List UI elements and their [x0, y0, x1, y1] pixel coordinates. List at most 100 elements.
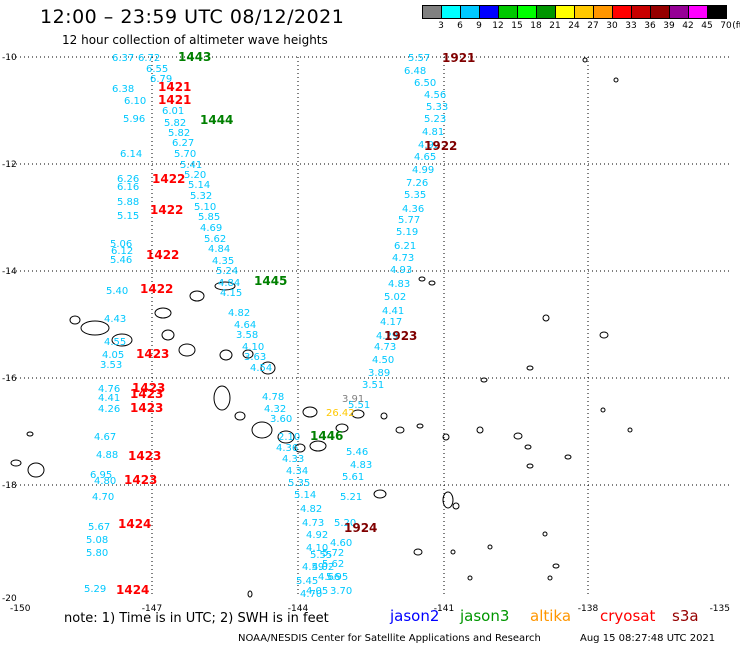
island-outline — [547, 575, 553, 581]
wave-height-label: 5.85 — [198, 212, 220, 223]
island-outline — [213, 385, 231, 411]
island-outline — [452, 502, 460, 510]
island-outline — [373, 489, 387, 499]
island-outline — [27, 462, 45, 478]
wave-height-label: 4.81 — [422, 127, 444, 138]
wave-height-label: 4.64 — [234, 320, 256, 331]
island-outline — [351, 409, 365, 419]
island-outline — [418, 276, 426, 282]
wave-height-label: 5.62 — [204, 234, 226, 245]
wave-height-label: 7.26 — [406, 178, 428, 189]
island-outline — [154, 307, 172, 319]
wave-height-label: 4.17 — [380, 317, 402, 328]
wave-height-label: 5.21 — [340, 492, 362, 503]
wave-height-label: 5.82 — [164, 118, 186, 129]
island-outline — [294, 443, 306, 453]
island-outline — [442, 433, 450, 441]
wave-height-label: 4.43 — [104, 314, 126, 325]
wave-height-label: 5.08 — [86, 535, 108, 546]
wave-height-label: 5.46 — [110, 255, 132, 266]
wave-height-label: 4.54 — [250, 363, 272, 374]
wave-height-label: 5.32 — [190, 191, 212, 202]
colorbar-label: 24 — [568, 21, 580, 31]
wave-height-label: 4.83 — [388, 279, 410, 290]
wave-height-label: 4.82 — [228, 308, 250, 319]
wave-height-label: 3.70 — [330, 586, 352, 597]
wave-height-label: 6.26 — [117, 174, 139, 185]
lon-tick-label: -135 — [710, 604, 730, 614]
island-outline — [111, 333, 133, 347]
pass-time-label: 1445 — [254, 274, 287, 288]
wave-height-label: 5.15 — [117, 211, 139, 222]
wave-height-label: 5.72 — [322, 548, 344, 559]
wave-height-label: 4.88 — [96, 450, 118, 461]
wave-height-label: 5.19 — [396, 227, 418, 238]
island-outline — [380, 412, 388, 420]
pass-time-label: 1421 — [158, 93, 191, 107]
island-outline — [480, 377, 488, 383]
wave-height-label: 5.14 — [294, 490, 316, 501]
wave-height-label: 6.50 — [414, 78, 436, 89]
lon-tick-label: -138 — [578, 604, 599, 614]
pass-time-label: 1923 — [384, 329, 417, 343]
map-subtitle: 12 hour collection of altimeter wave hei… — [62, 33, 328, 47]
pass-time-label: 1422 — [140, 282, 173, 296]
wave-height-label: 4.15 — [220, 288, 242, 299]
island-outline — [526, 463, 534, 469]
colorbar-label: 3 — [438, 21, 444, 31]
wave-height-label: 4.33 — [282, 454, 304, 465]
island-outline — [599, 331, 609, 339]
credit-line: NOAA/NESDIS Center for Satellite Applica… — [238, 633, 541, 644]
wave-height-label: 6.48 — [404, 66, 426, 77]
wave-height-label: 4.59 — [302, 562, 324, 573]
wave-height-label: 5.20 — [334, 518, 356, 529]
island-outline — [234, 411, 246, 421]
island-outline — [476, 426, 484, 434]
wave-height-label: 3.51 — [362, 380, 384, 391]
wave-height-label: 6.27 — [172, 138, 194, 149]
pass-time-label: 1924 — [344, 521, 377, 535]
wave-height-label: 5.61 — [342, 472, 364, 483]
island-outline — [513, 432, 523, 440]
wave-height-label: 4.02 — [312, 562, 334, 573]
island-outline — [416, 423, 424, 429]
island-outline — [277, 430, 295, 444]
wave-height-label: 5.23 — [424, 114, 446, 125]
wave-height-label: 5.80 — [86, 548, 108, 559]
island-outline — [161, 329, 175, 341]
pass-time-label: 1422 — [150, 203, 183, 217]
wave-height-label: 3.53 — [100, 360, 122, 371]
wave-height-label: 5.20 — [184, 170, 206, 181]
wave-height-label: 26.42 — [326, 408, 355, 419]
wave-height-label: 5.55 — [310, 550, 332, 561]
island-outline — [260, 361, 276, 375]
pass-time-label: 1423 — [130, 401, 163, 415]
island-outline — [69, 315, 81, 325]
colorbar-label: 12 — [492, 21, 504, 31]
colorbar-unit: (ft) — [732, 21, 740, 31]
satellite-legend-item: jason2 — [390, 607, 440, 625]
wave-height-label: 4.82 — [300, 504, 322, 515]
wave-height-label: 4.60 — [330, 538, 352, 549]
lat-tick-label: -20 — [2, 594, 17, 604]
pass-time-label: 1422 — [146, 248, 179, 262]
lon-tick-label: -144 — [288, 604, 309, 614]
wave-height-label: 5.35 — [288, 478, 310, 489]
wave-height-label: 5.35 — [404, 190, 426, 201]
wave-height-label: 5.57 — [408, 53, 430, 64]
lat-tick-label: -14 — [2, 267, 17, 277]
wave-height-label: 2.10 — [278, 432, 300, 443]
wave-height-label: 4.73 — [302, 518, 324, 529]
wave-height-label: 5.14 — [188, 180, 210, 191]
island-outline — [247, 590, 253, 598]
wave-height-label: 5.10 — [194, 202, 216, 213]
lon-tick-label: -150 — [10, 604, 31, 614]
wave-height-label: 5.67 — [88, 522, 110, 533]
island-outline — [219, 349, 233, 361]
colorbar-label: 70 — [720, 21, 732, 31]
island-outline — [26, 431, 34, 437]
pass-time-label: 1423 — [132, 381, 165, 395]
wave-height-label: 5.06 — [110, 239, 132, 250]
island-outline — [214, 281, 236, 291]
